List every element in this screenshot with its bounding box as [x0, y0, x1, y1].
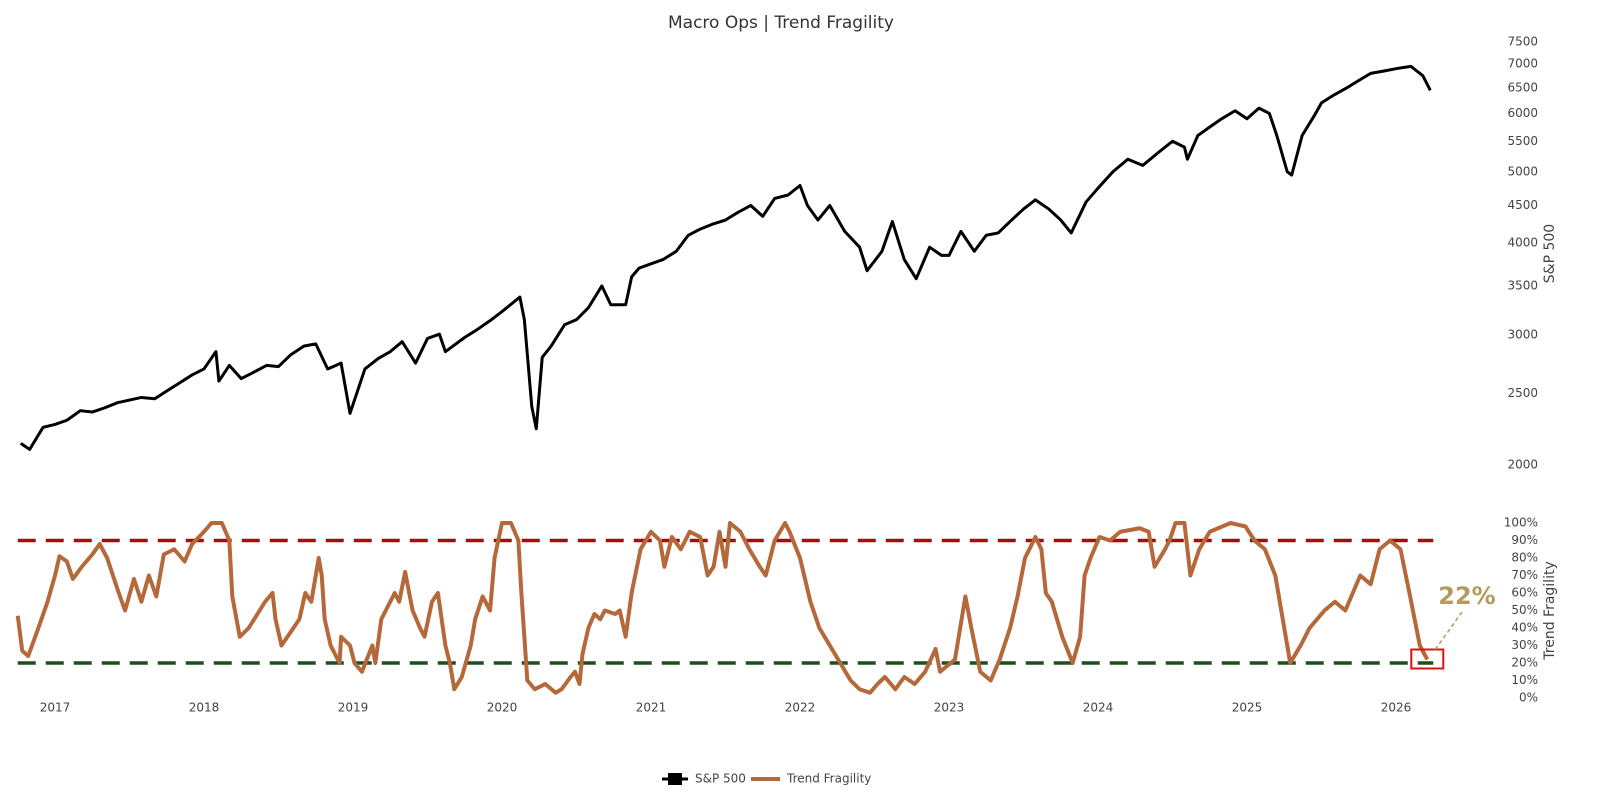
annotation: 22%: [1438, 582, 1495, 610]
x-tick-label: 2025: [1232, 701, 1263, 715]
y-tick-label: 80%: [1511, 551, 1538, 565]
y-tick-label: 3000: [1507, 328, 1538, 342]
x-tick-label: 2024: [1083, 701, 1114, 715]
legend-item[interactable]: S&P 500: [662, 772, 746, 786]
y-tick-label: 3500: [1507, 278, 1538, 292]
y-axis-title: S&P 500: [1542, 224, 1558, 283]
series-line: [19, 64, 1432, 451]
y-tick-label: 7500: [1507, 35, 1538, 49]
y-axis-title: Trend Fragility: [1542, 561, 1558, 660]
x-tick-label: 2023: [934, 701, 965, 715]
y-tick-label: 10%: [1511, 673, 1538, 687]
x-tick-label: 2022: [785, 701, 816, 715]
legend: S&P 500 Trend Fragility: [662, 772, 871, 786]
y-tick-label: 2000: [1507, 458, 1538, 472]
x-tick-label: 2017: [40, 701, 71, 715]
y-tick-label: 20%: [1511, 656, 1538, 670]
y-tick-label: 90%: [1511, 533, 1538, 547]
x-tick-label: 2018: [189, 701, 220, 715]
y-tick-label: 40%: [1511, 621, 1538, 635]
y-tick-label: 5000: [1507, 164, 1538, 178]
y-tick-label: 30%: [1511, 638, 1538, 652]
x-tick-label: 2020: [487, 701, 518, 715]
legend-label: S&P 500: [695, 772, 746, 786]
x-tick-label: 2026: [1381, 701, 1412, 715]
legend-label: Trend Fragility: [786, 772, 871, 786]
y-tick-label: 0%: [1519, 691, 1538, 705]
annotation-arrow: [1434, 611, 1463, 650]
chart-title: Macro Ops | Trend Fragility: [668, 13, 894, 33]
legend-item[interactable]: Trend Fragility: [751, 772, 871, 786]
y-tick-label: 50%: [1511, 603, 1538, 617]
y-tick-label: 7000: [1507, 57, 1538, 71]
x-tick-label: 2021: [636, 701, 667, 715]
y-tick-label: 6500: [1507, 80, 1538, 94]
y-tick-label: 70%: [1511, 568, 1538, 582]
y-tick-label: 2500: [1507, 386, 1538, 400]
highlight-box: [1410, 648, 1445, 670]
x-tick-label: 2019: [338, 701, 369, 715]
y-tick-label: 60%: [1511, 586, 1538, 600]
series-line: [15, 521, 1430, 695]
y-tick-label: 4000: [1507, 236, 1538, 250]
legend-swatch-box: [668, 773, 682, 785]
y-tick-label: 6000: [1507, 106, 1538, 120]
y-tick-label: 100%: [1504, 516, 1538, 530]
y-tick-label: 4500: [1507, 198, 1538, 212]
y-tick-label: 5500: [1507, 134, 1538, 148]
